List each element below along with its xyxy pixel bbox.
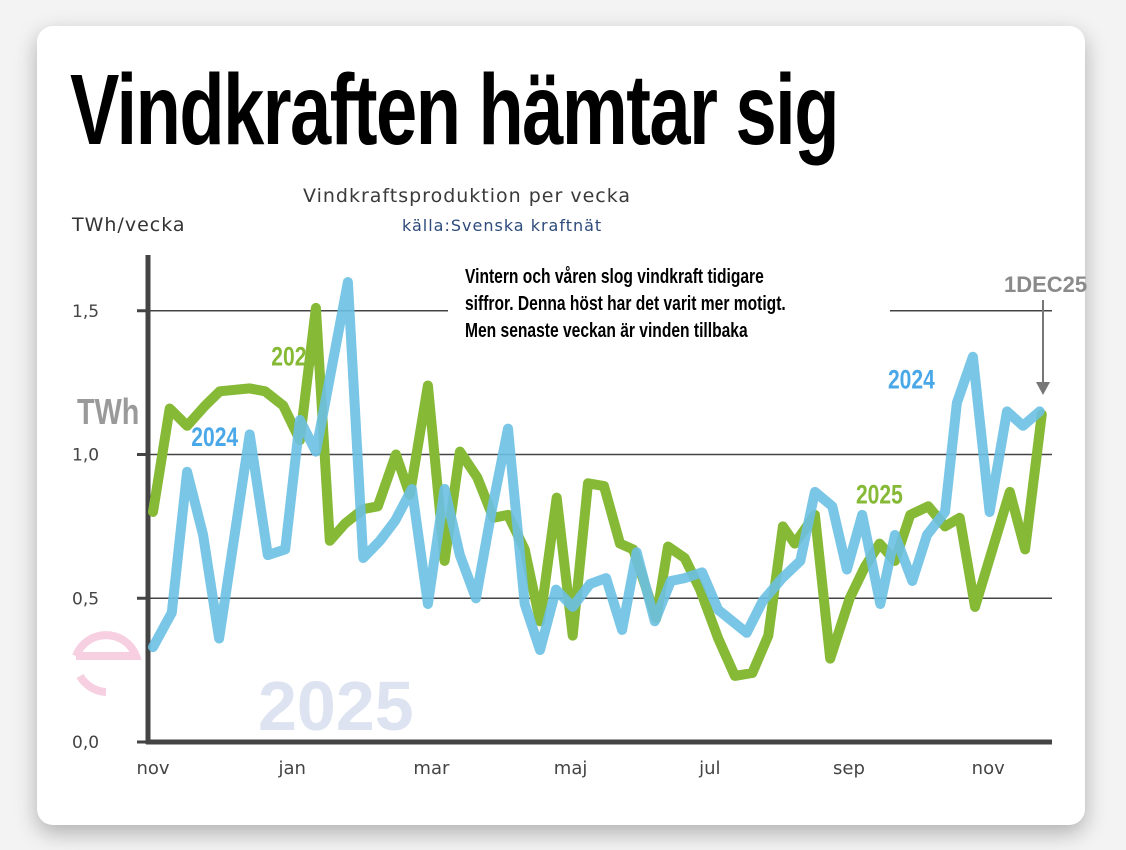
arrow-down-icon (1036, 382, 1050, 395)
series-labels: 2025 2024 2024 2025 (191, 342, 935, 510)
chart-card (37, 26, 1085, 825)
watermark-year: 2025 (258, 667, 414, 745)
axis-unit-watermark: TWh (77, 391, 139, 432)
y-tick-label: 1,0 (72, 446, 99, 466)
page-title: Vindkraften hämtar sig (70, 54, 839, 166)
date-marker: 1DEC25 (1004, 272, 1087, 395)
x-tick-label: maj (554, 758, 588, 779)
annotation-line: siffror. Denna höst har det varit mer mo… (465, 293, 786, 315)
series-label-2024: 2024 (888, 365, 935, 395)
date-marker-label: 1DEC25 (1004, 272, 1087, 297)
y-tick-label: 0,0 (72, 733, 99, 753)
x-tick-label: mar (413, 758, 450, 779)
x-tick-label: sep (833, 758, 865, 779)
x-tick-label: nov (972, 758, 1005, 779)
logo-icon (72, 631, 142, 696)
series-label-2024: 2024 (191, 422, 238, 452)
series-label-2025: 2025 (856, 480, 903, 510)
y-unit-label: TWh/vecka (72, 214, 186, 236)
y-tick-label: 1,5 (72, 302, 99, 322)
annotation-text: Vintern och våren slog vindkraft tidigar… (465, 264, 786, 345)
series-label-2025: 2025 (271, 342, 318, 372)
y-tick-label: 0,5 (72, 589, 99, 609)
x-tick-label: jul (698, 758, 720, 779)
watermark-group: 2025 TWh (72, 391, 414, 745)
x-tick-label: jan (277, 758, 305, 779)
axes: 0,0 0,5 1,0 1,5 nov jan mar maj jul sep nov (72, 255, 1052, 779)
chart-subtitle: Vindkraftsproduktion per vecka (303, 185, 632, 207)
series-lines (148, 277, 1047, 681)
annotation-line: Vintern och våren slog vindkraft tidigar… (465, 266, 764, 288)
x-tick-label: nov (136, 758, 169, 779)
source-label: källa:Svenska kraftnät (402, 216, 603, 235)
annotation-line: Men senaste veckan är vinden tillbaka (465, 320, 748, 342)
